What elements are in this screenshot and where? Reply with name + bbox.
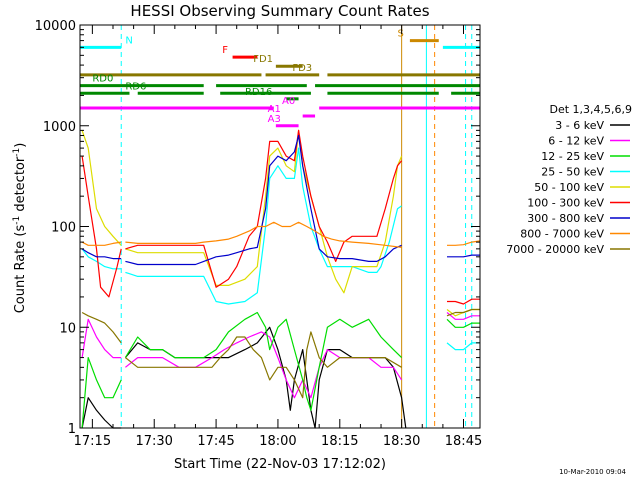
series-line-12-25-kev xyxy=(81,357,122,429)
series-line-12-25-kev xyxy=(124,311,403,411)
y-axis-label-part2: detector xyxy=(13,156,28,216)
series-line-3-6-kev xyxy=(81,397,122,429)
legend-label: 300 - 800 keV xyxy=(527,212,604,225)
y-tick-label: 1 xyxy=(68,422,76,437)
flag-label-rd0: RD0 xyxy=(92,74,113,85)
series-line-300-800-kev xyxy=(81,248,122,260)
series-line-6-12-kev xyxy=(446,312,480,320)
series-line-3-6-kev xyxy=(124,326,407,429)
x-tick-label: 18:45 xyxy=(445,434,482,449)
axes: 1 10 100 1000 10000 17:15 17:30 17:45 18:00 18:15… xyxy=(35,19,483,449)
series-line-300-800-kev xyxy=(125,134,402,266)
series-line-800-7000-kev xyxy=(125,221,402,248)
series-line-100-300-kev xyxy=(125,129,403,288)
x-tick-label: 17:15 xyxy=(74,434,111,449)
series-lines xyxy=(81,129,481,429)
y-axis-label: Count Rate (s-1 detector-1) xyxy=(12,143,28,314)
series-line-50-100-kev xyxy=(81,130,122,246)
series-line-100-300-kev xyxy=(447,298,480,305)
flag-label-s: S xyxy=(398,29,404,40)
legend-label: 25 - 50 keV xyxy=(541,166,604,179)
y-tick-label: 10000 xyxy=(35,19,76,34)
chart-title: HESSI Observing Summary Count Rates xyxy=(130,2,429,20)
flag-label-rd16: RD16 xyxy=(245,87,272,98)
series-line-25-50-kev xyxy=(81,248,122,270)
x-tick-label: 18:30 xyxy=(383,434,420,449)
flag-label-n: N xyxy=(125,35,132,46)
legend-header: Det 1,3,4,5,6,9 xyxy=(549,103,632,116)
legend-label: 50 - 100 keV xyxy=(534,181,604,194)
flag-label-fd1: FD1 xyxy=(253,54,273,65)
y-axis-label-part3: ) xyxy=(13,143,28,148)
flag-label-a3: A3 xyxy=(268,114,281,125)
series-line-800-7000-kev xyxy=(81,241,122,246)
flag-label-fd3: FD3 xyxy=(292,63,312,74)
legend-label: 800 - 7000 keV xyxy=(520,228,604,241)
flag-label-a1: A1 xyxy=(268,104,281,115)
x-tick-label: 18:15 xyxy=(321,434,358,449)
series-line-12-25-kev xyxy=(446,318,480,328)
x-axis-label: Start Time (22-Nov-03 17:12:02) xyxy=(174,457,386,472)
series-line-25-50-kev xyxy=(446,342,480,351)
x-tick-label: 17:45 xyxy=(197,434,234,449)
legend-label: 12 - 25 keV xyxy=(541,150,604,163)
legend: Det 1,3,4,5,6,9 3 - 6 keV 6 - 12 keV 12 - … xyxy=(506,103,632,256)
y-axis-label-part1: Count Rate (s xyxy=(13,225,28,314)
y-tick-label: 1000 xyxy=(43,120,76,135)
series-line-300-800-kev xyxy=(447,254,480,258)
flag-label-f: F xyxy=(222,45,228,56)
series-line-25-50-kev xyxy=(125,147,402,305)
x-tick-label: 17:30 xyxy=(135,434,172,449)
series-line-100-300-kev xyxy=(81,156,122,298)
series-line-7000-20000-kev xyxy=(125,331,402,399)
legend-label: 3 - 6 keV xyxy=(555,119,604,132)
series-line-800-7000-kev xyxy=(447,240,481,246)
series-line-7000-20000-kev xyxy=(446,308,480,317)
y-tick-label: 10 xyxy=(59,321,76,336)
series-line-6-12-kev xyxy=(81,318,122,359)
legend-label: 100 - 300 keV xyxy=(527,197,604,210)
x-tick-label: 18:00 xyxy=(259,434,296,449)
series-line-7000-20000-kev xyxy=(81,311,122,344)
flag-label-rd6: RD6 xyxy=(125,81,146,92)
y-axis-label-sup1: -1 xyxy=(12,216,22,225)
footer-timestamp: 10-Mar-2010 09:04 xyxy=(559,468,626,476)
flag-label-a0: A0 xyxy=(282,96,295,107)
y-tick-label: 100 xyxy=(51,221,76,236)
series-line-50-100-kev xyxy=(125,129,403,294)
y-axis-label-sup2: -1 xyxy=(12,148,22,157)
legend-label: 7000 - 20000 keV xyxy=(506,243,604,256)
legend-label: 6 - 12 keV xyxy=(548,135,604,148)
